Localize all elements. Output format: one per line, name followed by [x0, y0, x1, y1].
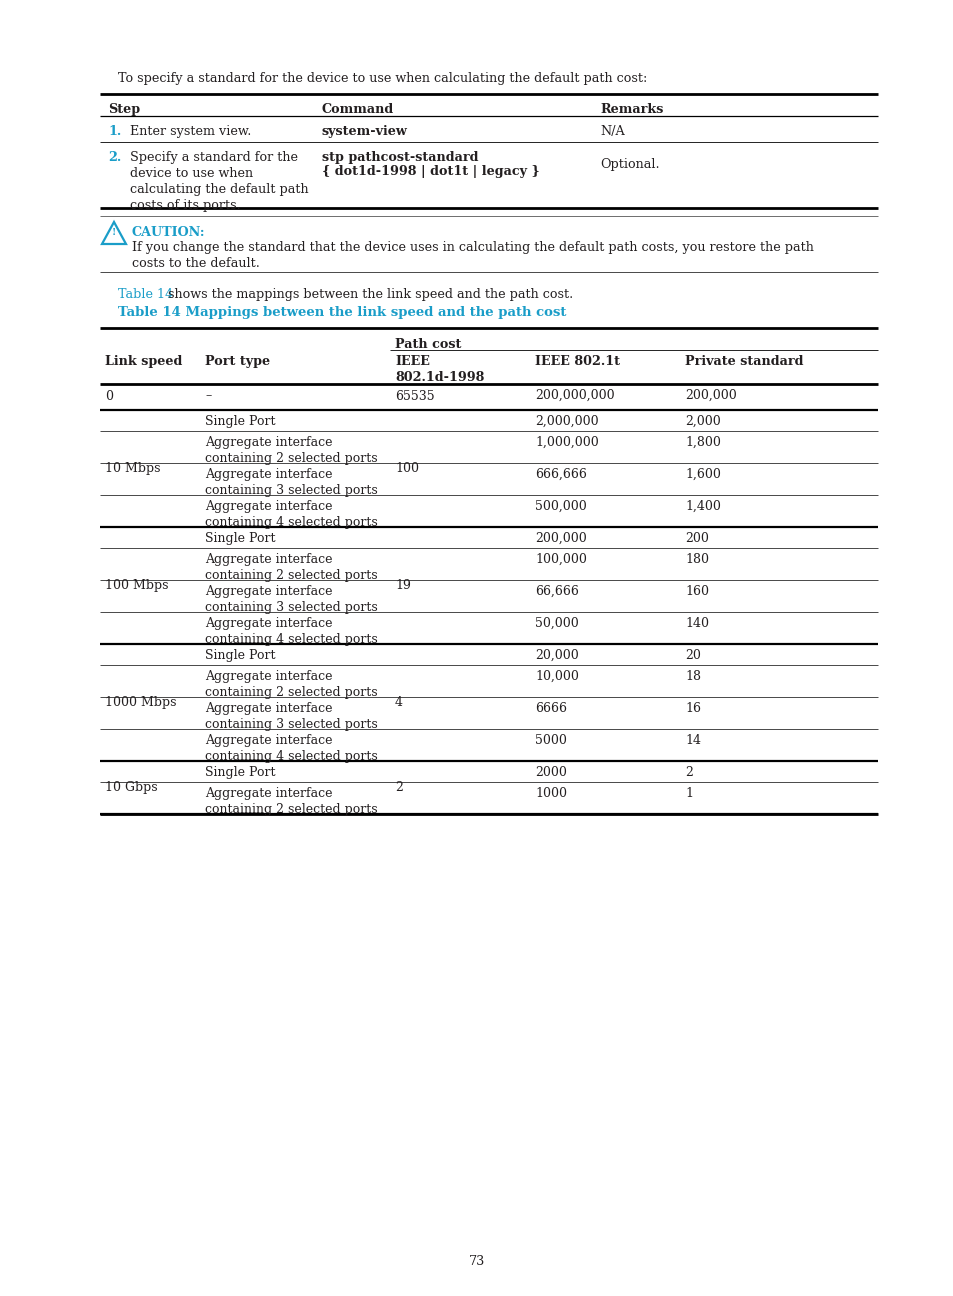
Text: Aggregate interface
containing 4 selected ports: Aggregate interface containing 4 selecte… — [205, 734, 377, 763]
Text: 66,666: 66,666 — [535, 584, 578, 597]
Text: Aggregate interface
containing 2 selected ports: Aggregate interface containing 2 selecte… — [205, 787, 377, 816]
Text: 2.: 2. — [108, 152, 121, 165]
Text: 18: 18 — [684, 670, 700, 683]
Text: 10 Gbps: 10 Gbps — [105, 781, 157, 794]
Text: IEEE 802.1t: IEEE 802.1t — [535, 355, 619, 368]
Text: 73: 73 — [468, 1255, 485, 1267]
Text: 14: 14 — [684, 734, 700, 746]
Text: stp pathcost-standard: stp pathcost-standard — [322, 152, 478, 165]
Text: 20,000: 20,000 — [535, 649, 578, 662]
Text: 180: 180 — [684, 553, 708, 566]
Text: 16: 16 — [684, 702, 700, 715]
Text: Single Port: Single Port — [205, 415, 275, 428]
Text: 1000 Mbps: 1000 Mbps — [105, 696, 176, 709]
Text: 1000: 1000 — [535, 787, 566, 800]
Text: 10,000: 10,000 — [535, 670, 578, 683]
Text: 20: 20 — [684, 649, 700, 662]
Text: Enter system view.: Enter system view. — [130, 124, 251, 137]
Text: Aggregate interface
containing 4 selected ports: Aggregate interface containing 4 selecte… — [205, 617, 377, 645]
Text: 1,600: 1,600 — [684, 468, 720, 481]
Text: 19: 19 — [395, 579, 411, 592]
Text: 200,000,000: 200,000,000 — [535, 389, 614, 402]
Text: 2,000,000: 2,000,000 — [535, 415, 598, 428]
Text: If you change the standard that the device uses in calculating the default path : If you change the standard that the devi… — [132, 241, 813, 270]
Text: N/A: N/A — [599, 124, 624, 137]
Text: Step: Step — [108, 102, 140, 117]
Text: Table 14 Mappings between the link speed and the path cost: Table 14 Mappings between the link speed… — [118, 306, 566, 319]
Text: 2: 2 — [684, 766, 692, 779]
Text: 2: 2 — [395, 781, 402, 794]
Text: 65535: 65535 — [395, 390, 435, 403]
Text: 2,000: 2,000 — [684, 415, 720, 428]
Text: 100,000: 100,000 — [535, 553, 586, 566]
Text: Aggregate interface
containing 2 selected ports: Aggregate interface containing 2 selecte… — [205, 435, 377, 465]
Text: shows the mappings between the link speed and the path cost.: shows the mappings between the link spee… — [164, 288, 573, 301]
Text: system-view: system-view — [322, 124, 408, 137]
Text: Command: Command — [322, 102, 394, 117]
Text: 50,000: 50,000 — [535, 617, 578, 630]
Text: Aggregate interface
containing 2 selected ports: Aggregate interface containing 2 selecte… — [205, 553, 377, 582]
Text: –: – — [205, 389, 211, 402]
Text: 1.: 1. — [108, 124, 121, 137]
Text: Aggregate interface
containing 3 selected ports: Aggregate interface containing 3 selecte… — [205, 468, 377, 496]
Text: 160: 160 — [684, 584, 708, 597]
Text: 140: 140 — [684, 617, 708, 630]
Text: 666,666: 666,666 — [535, 468, 586, 481]
Text: 1: 1 — [684, 787, 692, 800]
Text: 0: 0 — [105, 390, 112, 403]
Text: Link speed: Link speed — [105, 355, 182, 368]
Text: Single Port: Single Port — [205, 531, 275, 546]
Text: { dot1d-1998 | dot1t | legacy }: { dot1d-1998 | dot1t | legacy } — [322, 165, 539, 178]
Text: 1,400: 1,400 — [684, 500, 720, 513]
Text: Remarks: Remarks — [599, 102, 662, 117]
Text: Port type: Port type — [205, 355, 270, 368]
Text: Aggregate interface
containing 4 selected ports: Aggregate interface containing 4 selecte… — [205, 500, 377, 529]
Text: 2000: 2000 — [535, 766, 566, 779]
Text: To specify a standard for the device to use when calculating the default path co: To specify a standard for the device to … — [118, 73, 647, 86]
Text: 6666: 6666 — [535, 702, 566, 715]
Text: 200,000: 200,000 — [535, 531, 586, 546]
Text: Single Port: Single Port — [205, 649, 275, 662]
Text: 5000: 5000 — [535, 734, 566, 746]
Text: Single Port: Single Port — [205, 766, 275, 779]
Text: 1,000,000: 1,000,000 — [535, 435, 598, 448]
Text: Aggregate interface
containing 3 selected ports: Aggregate interface containing 3 selecte… — [205, 584, 377, 614]
Text: 100: 100 — [395, 461, 418, 476]
Text: Aggregate interface
containing 2 selected ports: Aggregate interface containing 2 selecte… — [205, 670, 377, 699]
Text: 500,000: 500,000 — [535, 500, 586, 513]
Text: Specify a standard for the
device to use when
calculating the default path
costs: Specify a standard for the device to use… — [130, 152, 309, 213]
Text: IEEE
802.1d-1998: IEEE 802.1d-1998 — [395, 355, 484, 384]
Text: Table 14: Table 14 — [118, 288, 172, 301]
Text: Aggregate interface
containing 3 selected ports: Aggregate interface containing 3 selecte… — [205, 702, 377, 731]
Text: !: ! — [112, 228, 116, 237]
Text: 200: 200 — [684, 531, 708, 546]
Text: CAUTION:: CAUTION: — [132, 226, 205, 238]
Text: Path cost: Path cost — [395, 338, 461, 351]
Text: 200,000: 200,000 — [684, 389, 736, 402]
Text: 1,800: 1,800 — [684, 435, 720, 448]
Text: Optional.: Optional. — [599, 158, 659, 171]
Text: 100 Mbps: 100 Mbps — [105, 579, 169, 592]
Text: Private standard: Private standard — [684, 355, 802, 368]
Text: 4: 4 — [395, 696, 402, 709]
Text: 10 Mbps: 10 Mbps — [105, 461, 160, 476]
